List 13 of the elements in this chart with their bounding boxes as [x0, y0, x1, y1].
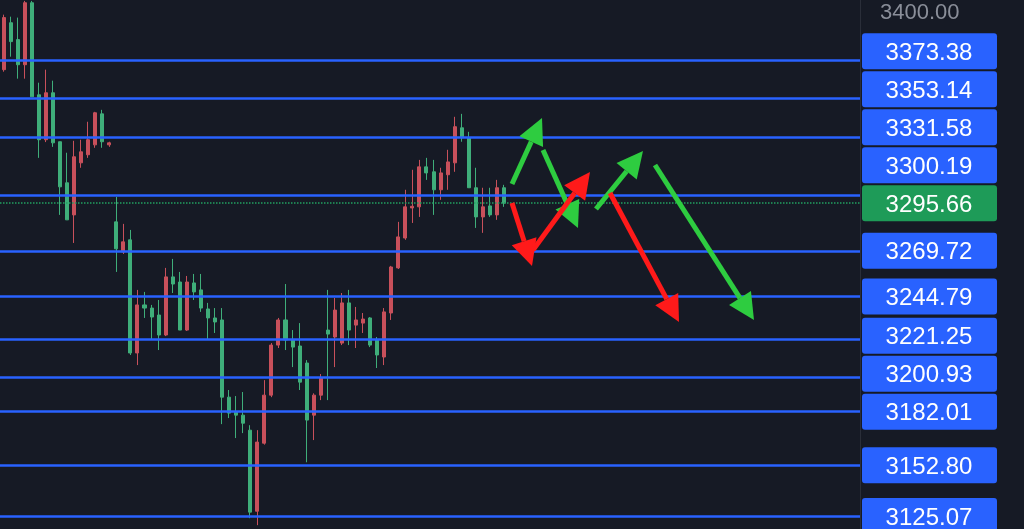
y-tick-label: 3244.79	[885, 283, 973, 311]
y-tick-label: 3200.93	[885, 360, 973, 388]
ref-line-label: 3300.19	[885, 151, 973, 179]
y-tick-label: 3125.07	[885, 502, 973, 529]
y-tick-label: 3269.72	[885, 237, 973, 265]
y-tick-label: 3331.58	[885, 113, 973, 141]
y-tick-label: 3400.00	[880, 0, 960, 25]
y-tick-label: 3353.14	[885, 75, 973, 103]
y-tick-label: 3295.66	[885, 189, 973, 217]
y-tick-label: 3182.01	[885, 398, 973, 426]
y-tick-label: 3221.25	[885, 322, 973, 350]
y-tick-label: 3373.38	[885, 37, 973, 65]
y-tick-label: 3152.80	[885, 451, 973, 479]
